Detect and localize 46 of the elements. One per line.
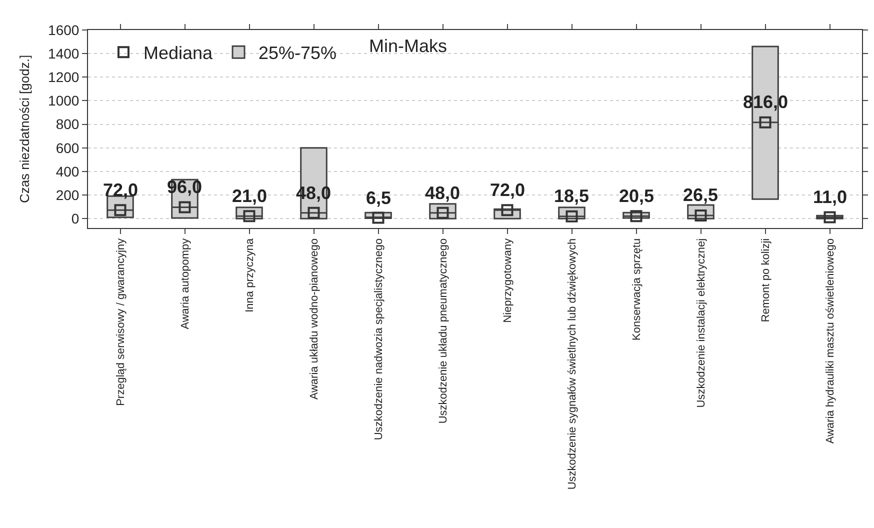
x-tick-label: Uszkodzenie nadwozia specjalistycznego [372, 238, 385, 440]
x-tick-label: Awaria hydrauliki masztu oświetleniowego [824, 238, 836, 444]
x-tick-label: Awaria autopompy [179, 238, 192, 330]
y-tick-label: 400 [56, 163, 80, 180]
x-tick-label: Awaria układu wodno-pianowego [308, 238, 320, 400]
point [630, 210, 642, 222]
legend-label: 25%-75% [258, 43, 337, 64]
data-label: 21,0 [232, 186, 268, 206]
point [436, 206, 449, 219]
y-tick-label: 1200 [48, 69, 80, 86]
legend-label: Mediana [143, 43, 214, 64]
point [372, 212, 384, 224]
point [566, 210, 578, 222]
point [308, 206, 320, 219]
point [243, 210, 256, 222]
y-tick-label: 200 [56, 186, 80, 203]
point [178, 201, 191, 214]
y-tick-label: 1000 [48, 92, 80, 109]
y-tick-label: 0 [71, 210, 80, 226]
data-label: 72,0 [490, 180, 526, 200]
point [759, 116, 772, 128]
point [824, 211, 836, 224]
annotation: Min-Maks [369, 36, 448, 56]
point [694, 209, 707, 222]
y-axis-title: Czas niezdatności [godz.] [16, 54, 32, 204]
y-tick-label: 1600 [48, 22, 80, 38]
y-tick-label: 600 [56, 140, 80, 156]
x-tick-label: Przegląd serwisowy / gwarancyjny [114, 238, 127, 406]
x-tick-label: Inna przyczyna [244, 238, 256, 312]
point [114, 204, 126, 216]
x-tick-label: Konserwacja sprzętu [630, 238, 643, 341]
x-tick-label: Uszkodzenie sygnałów świetlnych lub dźwiękowych [566, 238, 578, 490]
point [501, 204, 514, 216]
x-tick-label: Uszkodzenie układu pneumatycznego [437, 238, 450, 424]
x-tick-label: Uszkodzenie instalacji elektrycznej [695, 238, 708, 408]
y-tick-label: 800 [56, 116, 80, 132]
data-label: 48,0 [425, 183, 460, 203]
data-label: 26,5 [683, 185, 718, 205]
data-label: 11,0 [813, 187, 848, 207]
data-label: 18,5 [554, 186, 590, 206]
y-tick-label: 1400 [48, 45, 80, 62]
x-tick-label: Nieprzygotowany [502, 238, 514, 323]
data-label: 20,5 [619, 186, 654, 206]
data-label: 72,0 [103, 180, 138, 200]
data-label: 6,5 [366, 188, 392, 208]
x-tick-label: Remont po kolizji [760, 238, 772, 322]
